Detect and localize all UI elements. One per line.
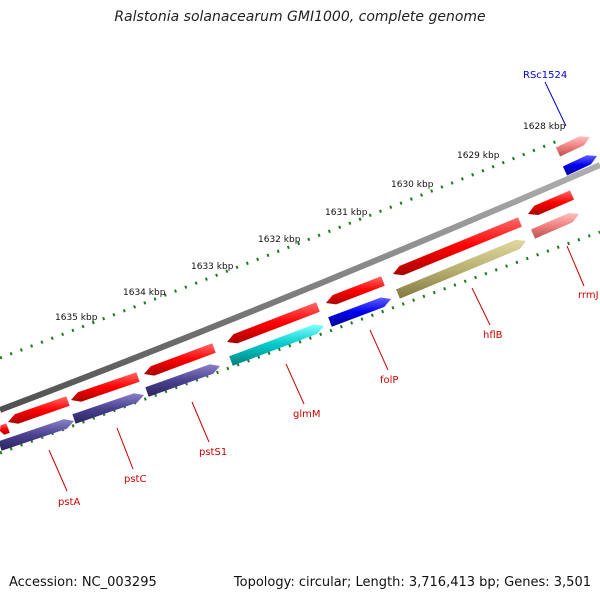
tick-label: 1628 kbp [523,122,566,132]
gene-label-glmM: glmM [293,409,321,420]
feature-pstA [0,419,74,451]
leader-line-RSc1524 [544,81,567,127]
tick-label: 1631 kbp [325,208,368,218]
feature-glmM-top [227,302,320,344]
tick-label: 1633 kbp [191,262,234,272]
gene-label-folP: folP [380,375,398,386]
feature-pstA-top [8,396,70,424]
feature-hflB-top [393,217,522,276]
feature-hflB [396,239,526,299]
feature-folP [328,297,391,327]
feature-pstS1-top [144,343,216,376]
leader-line-pstA [48,449,68,492]
leader-line-pstS1 [191,401,210,443]
leader-line-glmM [285,363,305,405]
gene-label-pstS1: pstS1 [199,447,227,458]
tick-ring-inner [0,230,600,455]
genome-backbone [0,162,600,413]
feature-RSc1524-inner [562,155,597,176]
feature-glmM [229,324,324,366]
leader-line-pstC [116,427,134,470]
tick-label: 1632 kbp [258,235,301,245]
tick-label: 1635 kbp [55,313,98,323]
feature-folP-top [326,276,385,305]
map-title: Ralstonia solanacearum GMI1000, complete… [114,9,486,25]
tick-label: 1629 kbp [457,151,500,161]
feature-rrmJ [531,213,579,239]
leader-line-hflB [471,287,491,326]
leader-line-rrmJ [566,245,585,287]
tick-ring-outer [0,138,561,360]
feature-pstC-top [71,372,140,402]
feature-pstS1 [145,364,220,397]
leader-line-folP [369,329,389,371]
feature-left-edge [0,423,10,435]
tick-label: 1630 kbp [391,180,434,190]
accession-text: Accession: NC_003295 [9,575,157,590]
feature-pstC [72,393,144,424]
gene-label-hflB: hflB [483,330,503,341]
tick-label: 1634 kbp [123,288,166,298]
feature-rrmJ-top [528,190,574,215]
topology-text: Topology: circular; Length: 3,716,413 bp… [233,575,591,590]
gene-label-RSc1524: RSc1524 [523,70,567,81]
gene-label-rrmJ: rrmJ [578,290,599,301]
gene-label-pstC: pstC [124,474,146,485]
gene-label-pstA: pstA [58,497,80,508]
feature-RSc1524 [555,136,590,157]
